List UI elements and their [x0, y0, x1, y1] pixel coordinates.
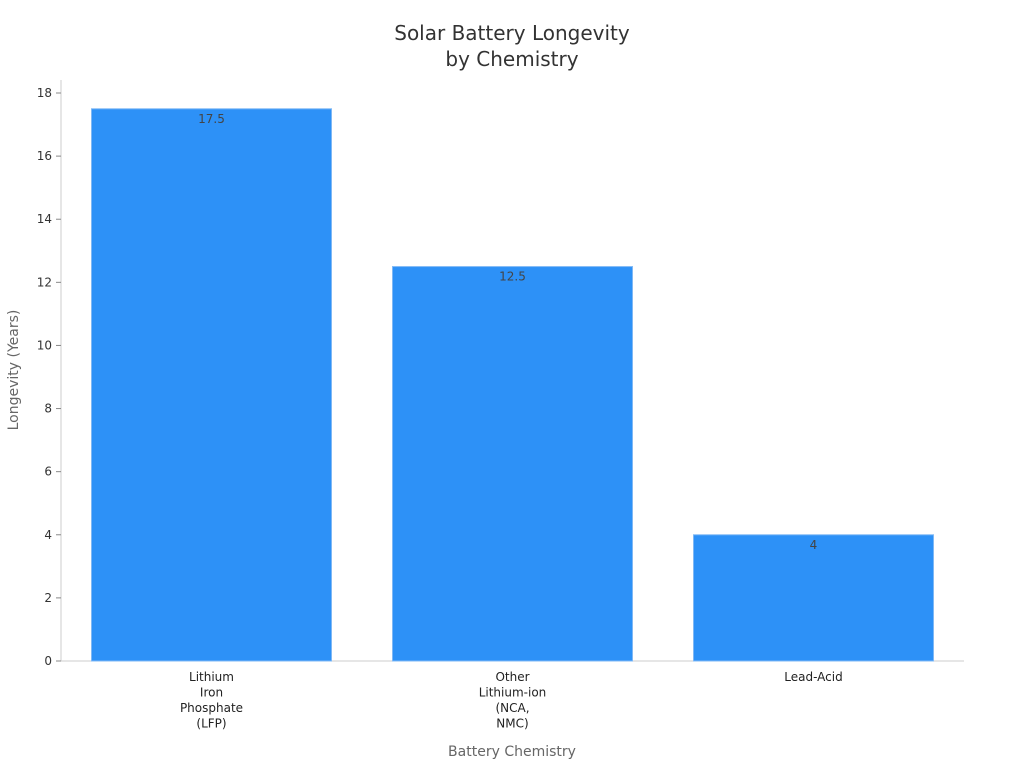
bar-value-label: 12.5	[499, 270, 526, 284]
y-tick-label: 8	[44, 402, 52, 416]
y-tick-label: 2	[44, 591, 52, 605]
x-tick-label: Lead-Acid	[784, 670, 842, 684]
chart-title-line: Solar Battery Longevity	[394, 21, 630, 45]
bar-value-label: 4	[810, 538, 818, 552]
x-tick-label: Lithium Iron Phosphate (LFP)	[180, 670, 243, 731]
bar-value-label: 17.5	[198, 112, 225, 126]
y-tick-label: 0	[44, 654, 52, 668]
x-axis-title: Battery Chemistry	[448, 744, 576, 760]
y-tick-label: 4	[44, 528, 52, 542]
y-axis-title: Longevity (Years)	[6, 310, 22, 431]
chart-title-line: by Chemistry	[445, 47, 578, 71]
y-tick-label: 6	[44, 465, 52, 479]
y-tick-label: 14	[37, 212, 52, 226]
y-axis-ticks: 0 2 4 6 8 10 12 14 16 18	[37, 86, 61, 668]
bars: 17.5 12.5 4	[91, 108, 934, 662]
y-tick-label: 18	[37, 86, 52, 100]
y-tick-label: 10	[37, 338, 52, 352]
bar	[392, 266, 633, 662]
bar	[693, 534, 934, 662]
x-tick-label: Other Lithium-ion (NCA, NMC)	[479, 670, 547, 731]
x-axis-tick-labels: Lithium Iron Phosphate (LFP) Other Lithium-io…	[180, 670, 843, 731]
y-tick-label: 16	[37, 149, 52, 163]
y-tick-label: 12	[37, 275, 52, 289]
bar	[91, 108, 332, 662]
